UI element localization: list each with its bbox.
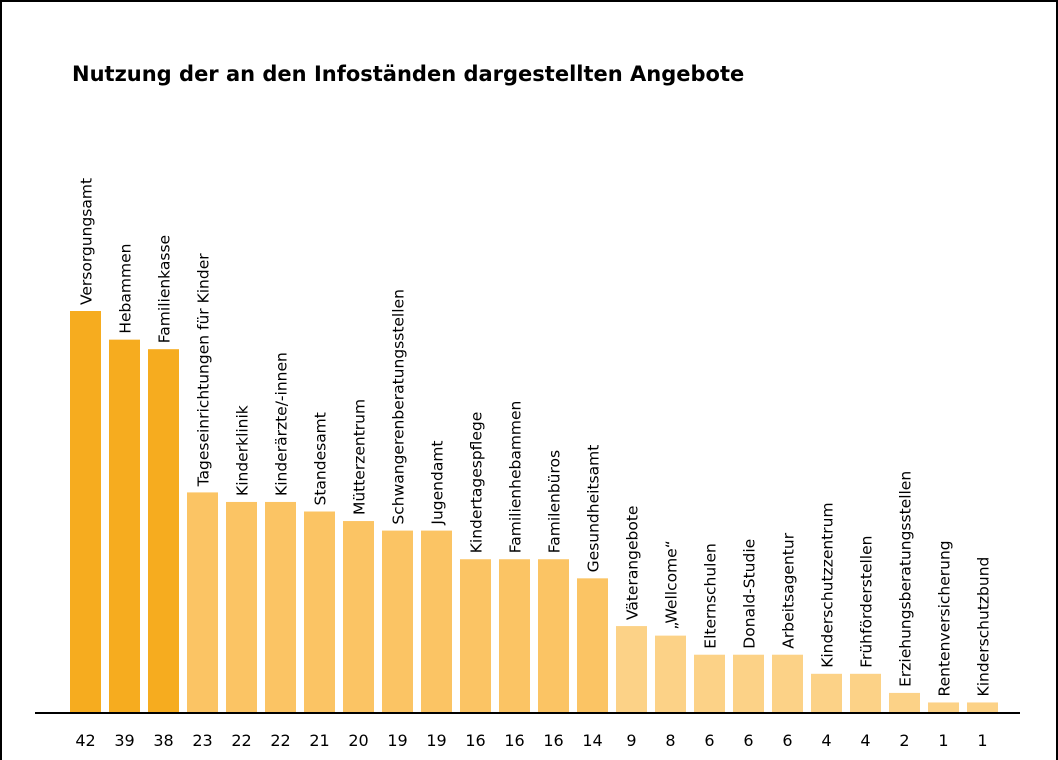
category-label: Kinderärzte/-innen bbox=[273, 352, 291, 496]
bar bbox=[226, 501, 257, 712]
value-label: 1 bbox=[938, 731, 948, 750]
value-label: 20 bbox=[348, 731, 368, 750]
value-label: 23 bbox=[192, 731, 212, 750]
bar bbox=[616, 626, 647, 712]
category-label: „Wellcome“ bbox=[663, 540, 681, 629]
bar bbox=[265, 501, 296, 712]
value-label: 6 bbox=[743, 731, 753, 750]
value-label: 22 bbox=[231, 731, 251, 750]
category-label: Elternschulen bbox=[702, 543, 720, 649]
value-label: 16 bbox=[465, 731, 485, 750]
value-label: 39 bbox=[114, 731, 134, 750]
category-label: Rentenversicherung bbox=[936, 540, 954, 696]
value-label: 38 bbox=[153, 731, 173, 750]
category-label: Kinderschutzbund bbox=[975, 557, 993, 697]
bar bbox=[538, 559, 569, 712]
value-label: 6 bbox=[782, 731, 792, 750]
bar bbox=[772, 654, 803, 712]
bar bbox=[694, 654, 725, 712]
bar bbox=[850, 673, 881, 712]
value-label: 19 bbox=[426, 731, 446, 750]
category-label: Donald-Studie bbox=[741, 539, 759, 649]
value-label: 4 bbox=[860, 731, 870, 750]
bar bbox=[889, 692, 920, 712]
category-label: Standesamt bbox=[312, 412, 330, 505]
category-label: Kinderklinik bbox=[234, 405, 252, 496]
value-label: 16 bbox=[504, 731, 524, 750]
bar bbox=[460, 559, 491, 712]
bar bbox=[187, 492, 218, 712]
bar bbox=[343, 521, 374, 712]
bar bbox=[382, 530, 413, 712]
category-label: Mütterzentrum bbox=[351, 399, 369, 515]
value-label: 8 bbox=[665, 731, 675, 750]
bar bbox=[811, 673, 842, 712]
category-label: Gesundheitsamt bbox=[585, 445, 603, 573]
category-label: Kindertagespflege bbox=[468, 412, 486, 554]
bar bbox=[148, 349, 179, 712]
bar bbox=[499, 559, 530, 712]
bar bbox=[70, 311, 101, 712]
value-label: 22 bbox=[270, 731, 290, 750]
bar bbox=[577, 578, 608, 712]
bar bbox=[928, 702, 959, 712]
category-label: Schwangerenberatungsstellen bbox=[390, 289, 408, 525]
value-label: 9 bbox=[626, 731, 636, 750]
category-label: Arbeitsagentur bbox=[780, 532, 798, 648]
category-label: Versorgungsamt bbox=[78, 178, 96, 305]
value-label: 19 bbox=[387, 731, 407, 750]
category-label: Tageseinrichtungen für Kinder bbox=[195, 253, 213, 488]
value-label: 2 bbox=[899, 731, 909, 750]
category-label: Erziehungsberatungsstellen bbox=[897, 471, 915, 687]
category-label: Väterangebote bbox=[624, 506, 642, 621]
bar bbox=[421, 530, 452, 712]
bar bbox=[967, 702, 998, 712]
chart-title: Nutzung der an den Infoständen dargestel… bbox=[72, 62, 744, 86]
value-label: 1 bbox=[977, 731, 987, 750]
category-label: Familienhebammen bbox=[507, 401, 525, 554]
category-label: Kinderschutzzentrum bbox=[819, 502, 837, 667]
category-label: Jugendamt bbox=[429, 440, 447, 525]
category-label: Frühförderstellen bbox=[858, 536, 876, 668]
bar bbox=[733, 654, 764, 712]
bar bbox=[109, 339, 140, 712]
category-label: Familienkasse bbox=[156, 235, 174, 343]
value-label: 4 bbox=[821, 731, 831, 750]
value-label: 6 bbox=[704, 731, 714, 750]
value-label: 16 bbox=[543, 731, 563, 750]
category-label: Familenbüros bbox=[546, 450, 564, 553]
bar bbox=[304, 511, 335, 712]
category-label: Hebammen bbox=[117, 244, 135, 334]
bar bbox=[655, 635, 686, 712]
value-label: 42 bbox=[75, 731, 95, 750]
value-label: 21 bbox=[309, 731, 329, 750]
value-label: 14 bbox=[582, 731, 602, 750]
